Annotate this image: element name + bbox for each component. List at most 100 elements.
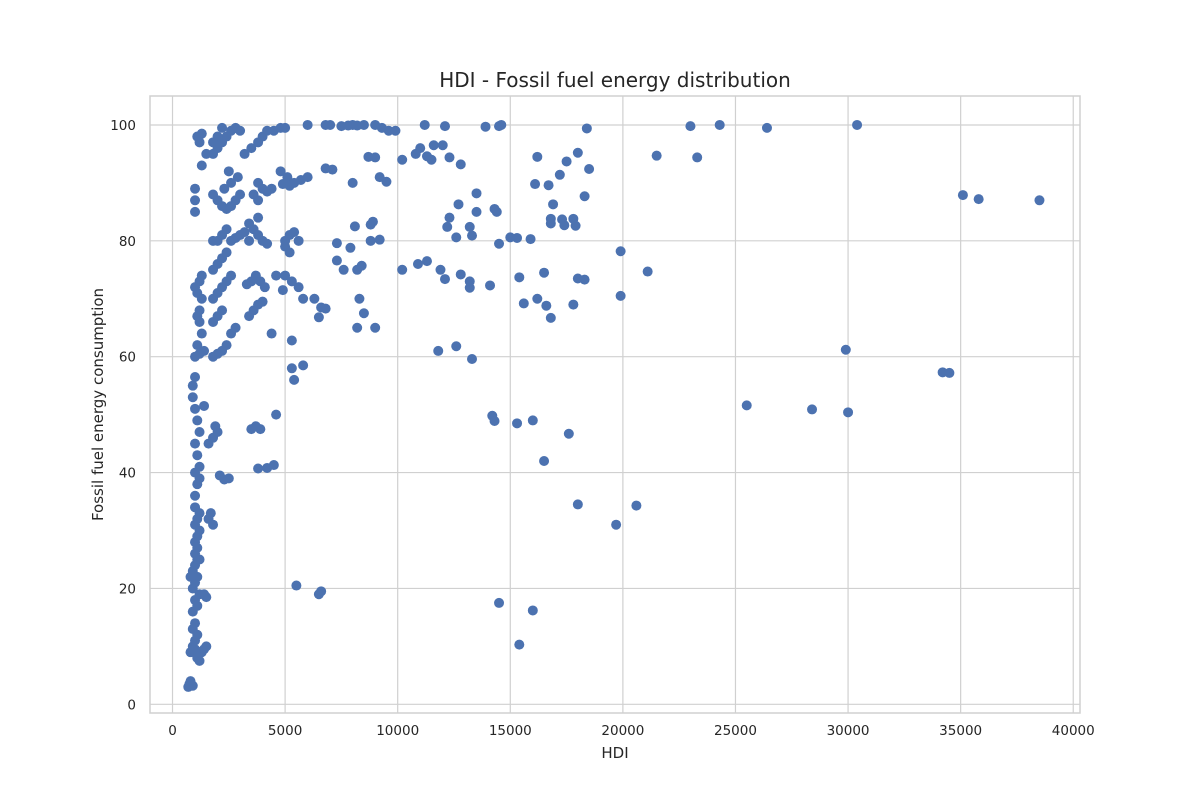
data-point [807, 404, 818, 415]
data-point [190, 403, 201, 414]
x-tick-label: 30000 [827, 723, 870, 739]
data-point [192, 415, 203, 426]
data-point [489, 416, 500, 427]
data-point [192, 600, 203, 611]
data-point [843, 407, 854, 418]
data-point [331, 255, 342, 266]
data-point [262, 238, 273, 249]
data-point [840, 344, 851, 355]
data-point [439, 274, 450, 285]
data-point [201, 641, 212, 652]
data-point [275, 166, 286, 177]
data-point [253, 212, 264, 223]
data-point [464, 276, 475, 287]
data-point [271, 270, 282, 281]
data-point [223, 166, 234, 177]
data-point [494, 597, 505, 608]
data-point [370, 152, 381, 163]
data-point [316, 586, 327, 597]
data-point [244, 235, 255, 246]
data-point [327, 164, 338, 175]
data-point [525, 234, 536, 245]
tick-labels: 0 5000 10000 15000 20000 25000 30000 35000 40000… [110, 118, 1095, 739]
data-point [190, 371, 201, 382]
data-point [397, 264, 408, 275]
data-point [277, 285, 288, 296]
data-point [345, 242, 356, 253]
data-point [367, 216, 378, 227]
data-point [563, 428, 574, 439]
data-point [217, 305, 228, 316]
data-point [358, 308, 369, 319]
data-point [421, 256, 432, 267]
data-point [291, 580, 302, 591]
data-point [568, 299, 579, 310]
data-point [277, 179, 288, 190]
x-tick-label: 0 [168, 723, 177, 739]
data-point [187, 392, 198, 403]
data-point [239, 227, 250, 238]
data-point [554, 169, 565, 180]
data-point [266, 183, 277, 194]
data-point [347, 177, 358, 188]
data-point [325, 119, 336, 130]
data-point [268, 460, 279, 471]
data-point [331, 238, 342, 249]
data-point [219, 183, 230, 194]
data-point [226, 177, 237, 188]
data-point [381, 176, 392, 187]
data-point [365, 235, 376, 246]
y-tick-label: 40 [119, 466, 136, 482]
data-point [374, 234, 385, 245]
data-point [428, 140, 439, 151]
x-tick-label: 25000 [714, 723, 757, 739]
data-point [530, 179, 541, 190]
data-point [302, 172, 313, 183]
data-point [208, 137, 219, 148]
data-point [631, 500, 642, 511]
y-tick-label: 20 [119, 581, 136, 597]
data-point [239, 148, 250, 159]
y-tick-label: 80 [119, 234, 136, 250]
data-point [741, 400, 752, 411]
data-point [559, 220, 570, 231]
data-point [257, 296, 268, 307]
data-point [390, 125, 401, 136]
data-point [190, 206, 201, 217]
data-point [194, 427, 205, 438]
data-point [527, 605, 538, 616]
data-point [286, 335, 297, 346]
data-point [651, 150, 662, 161]
x-tick-label: 10000 [376, 723, 419, 739]
data-point [435, 264, 446, 275]
data-point [313, 312, 324, 323]
data-point [615, 290, 626, 301]
data-point [444, 212, 455, 223]
data-point [494, 238, 505, 249]
data-point [235, 189, 246, 200]
data-point [464, 221, 475, 232]
data-point [298, 293, 309, 304]
data-point [444, 152, 455, 163]
data-point [581, 123, 592, 134]
data-point [761, 122, 772, 133]
data-point [230, 322, 241, 333]
data-point [190, 490, 201, 501]
data-point [615, 246, 626, 257]
data-point [437, 140, 448, 151]
data-point [280, 122, 291, 133]
data-point [957, 190, 968, 201]
data-point [714, 119, 725, 130]
data-point [471, 206, 482, 217]
data-point [349, 221, 360, 232]
x-axis-label: HDI [601, 744, 628, 762]
data-point [192, 340, 203, 351]
data-point [298, 360, 309, 371]
data-point [642, 266, 653, 277]
data-point [286, 363, 297, 374]
data-point [338, 264, 349, 275]
x-tick-label: 40000 [1052, 723, 1095, 739]
data-point [412, 259, 423, 270]
y-tick-label: 100 [110, 118, 136, 134]
